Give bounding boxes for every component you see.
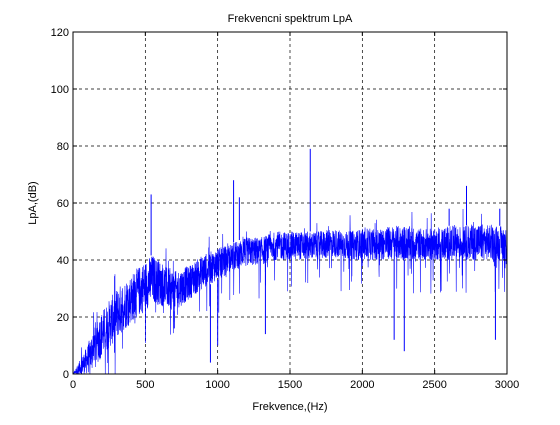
y-tick-label: 60 bbox=[57, 198, 69, 210]
y-tick-label: 120 bbox=[51, 27, 69, 39]
ticks: 0 500 1000 1500 2000 2500 3000 0 20 40 60 80 100 120 bbox=[51, 27, 520, 391]
x-tick-label: 1000 bbox=[205, 379, 229, 391]
y-tick-label: 0 bbox=[63, 369, 69, 381]
x-tick-label: 0 bbox=[70, 379, 76, 391]
x-tick-label: 500 bbox=[136, 379, 154, 391]
x-tick-label: 3000 bbox=[495, 379, 519, 391]
y-tick-label: 20 bbox=[57, 312, 69, 324]
x-tick-label: 1500 bbox=[278, 379, 302, 391]
chart-title: Frekvencni spektrum LpA bbox=[228, 13, 353, 25]
y-axis-label: LpA,(dB) bbox=[27, 181, 39, 224]
y-tick-label: 80 bbox=[57, 141, 69, 153]
y-tick-label: 100 bbox=[51, 84, 69, 96]
y-tick-label: 40 bbox=[57, 255, 69, 267]
x-tick-label: 2000 bbox=[350, 379, 374, 391]
spectrum-series bbox=[72, 148, 508, 375]
x-tick-label: 2500 bbox=[422, 379, 446, 391]
x-axis-label: Frekvence,(Hz) bbox=[252, 401, 327, 413]
spectrum-line bbox=[72, 209, 508, 375]
